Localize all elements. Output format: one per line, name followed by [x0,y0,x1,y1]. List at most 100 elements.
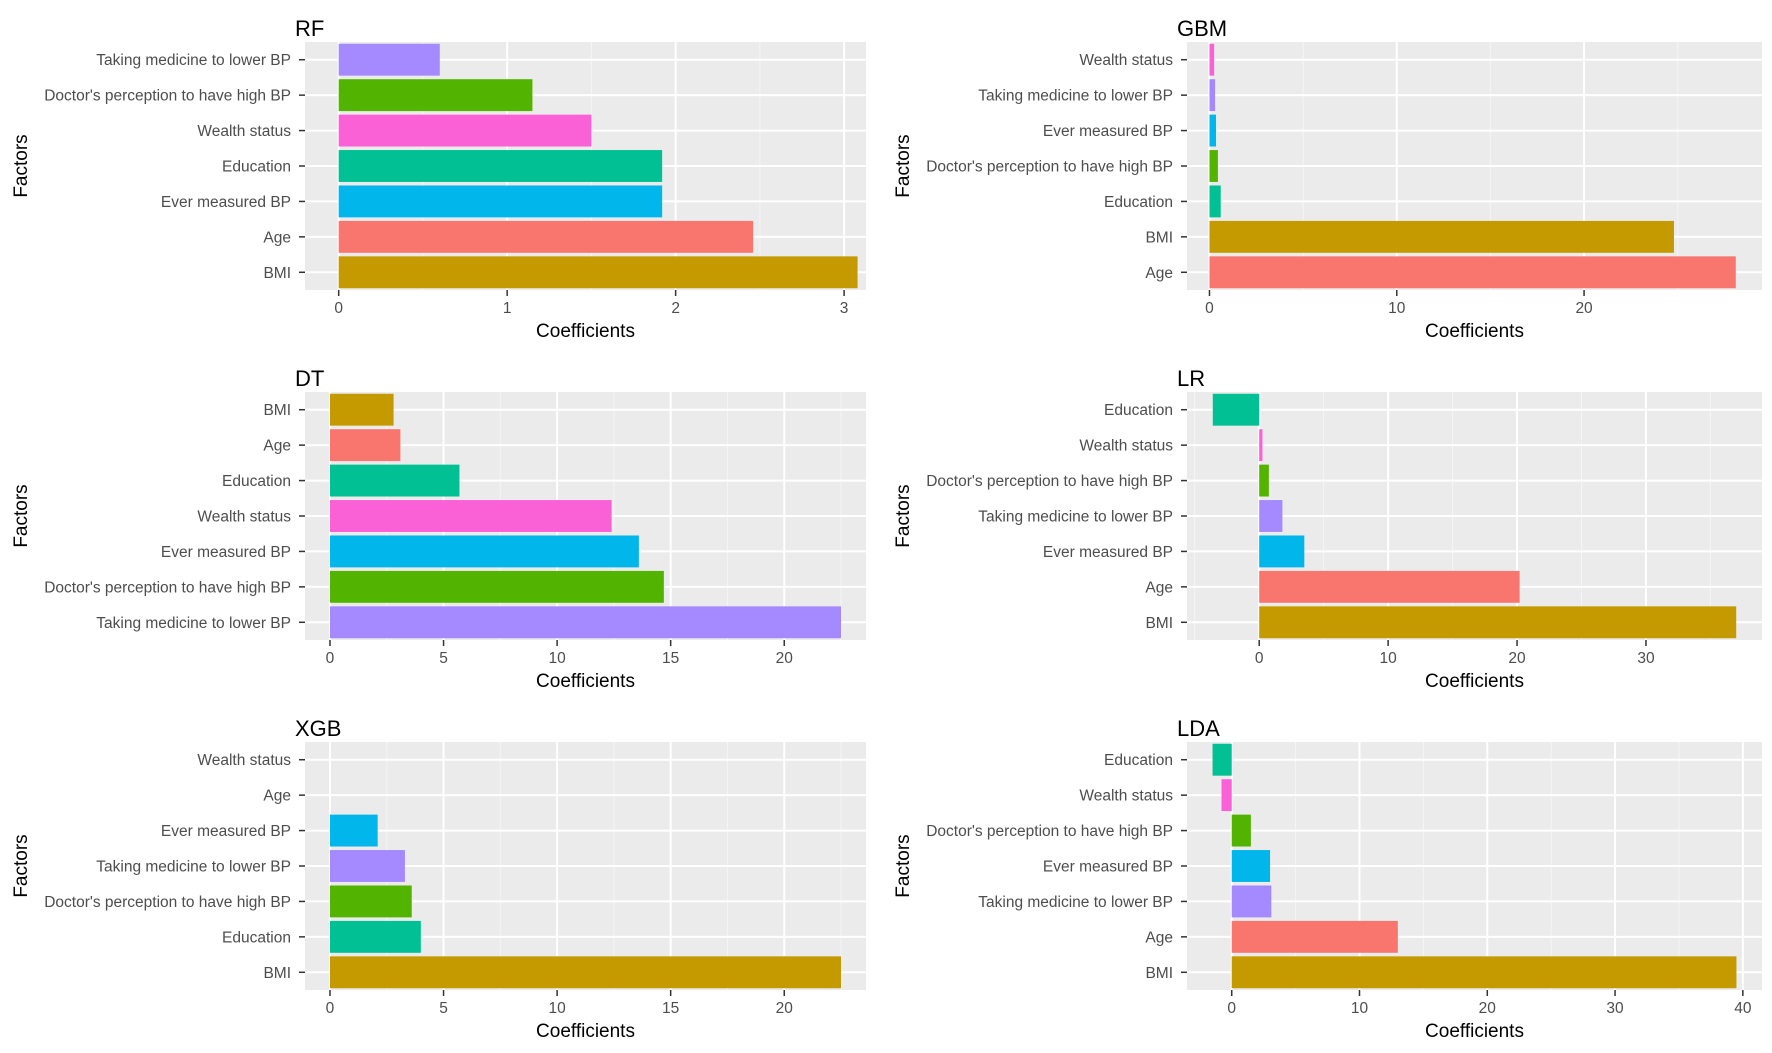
bar-ever-measured-bp [338,185,663,218]
bar-wealth-status [1209,43,1215,76]
x-tick-label: 15 [662,650,679,667]
x-tick-label: 20 [1479,1000,1497,1017]
panel-gbm: Wealth status Taking medicine to lower BP… [893,16,1762,342]
category-label: Doctor's perception to have high BP [44,88,291,105]
bar-education [338,150,663,182]
bar-taking-medicine-to-lower-bp [329,850,405,882]
category-label: Age [1145,579,1173,596]
panel-lda: Education Wealth status Doctor's perceptio… [893,716,1762,1042]
bar-age [338,220,754,253]
x-axis-label: Coefficients [1425,321,1524,342]
bar-taking-medicine-to-lower-bp [1259,500,1283,532]
category-label: Wealth status [197,123,291,140]
panel-lr: Education Wealth status Doctor's perceptio… [893,366,1762,692]
bar-education [1209,185,1221,218]
category-label: Ever measured BP [1043,123,1173,140]
x-tick-label: 10 [1388,300,1406,317]
x-axis-label: Coefficients [1425,1021,1524,1042]
category-label: Doctor's perception to have high BP [926,473,1173,490]
bar-wealth-status [338,114,592,147]
y-axis-label: Factors [11,484,32,547]
x-tick-label: 15 [662,1000,679,1017]
bar-education [329,920,421,953]
bar-ever-measured-bp [1209,114,1217,147]
category-label: Wealth status [197,752,291,769]
category-label: Education [222,929,291,946]
x-tick-label: 20 [1508,650,1526,667]
bar-taking-medicine-to-lower-bp [1231,885,1272,918]
category-label: Ever measured BP [161,823,291,840]
category-label: Doctor's perception to have high BP [44,894,291,911]
x-tick-label: 40 [1734,1000,1752,1017]
bar-doctor-s-perception-to-have-high-bp [329,885,412,918]
bar-bmi [329,393,394,426]
bar-taking-medicine-to-lower-bp [338,43,440,76]
x-tick-label: 10 [1379,650,1397,667]
category-label: Ever measured BP [1043,859,1173,876]
bar-taking-medicine-to-lower-bp [1209,79,1216,112]
category-label: Education [222,473,291,490]
category-label: Taking medicine to lower BP [96,859,291,876]
bar-taking-medicine-to-lower-bp [329,606,842,639]
x-axis-label: Coefficients [536,321,635,342]
x-tick-label: 30 [1637,650,1655,667]
bar-education [1212,393,1260,426]
panel-title: RF [295,16,324,41]
category-label: Doctor's perception to have high BP [926,159,1173,176]
category-label: Ever measured BP [161,544,291,561]
panel-rf: Taking medicine to lower BP Doctor's perc… [11,16,866,342]
y-axis-label: Factors [893,134,914,197]
x-tick-label: 20 [776,650,794,667]
bar-doctor-s-perception-to-have-high-bp [1231,814,1251,847]
bar-bmi [1209,220,1674,253]
category-label: Taking medicine to lower BP [96,52,291,69]
bar-ever-measured-bp [1231,850,1271,882]
category-label: Doctor's perception to have high BP [926,823,1173,840]
x-tick-label: 30 [1606,1000,1624,1017]
category-label: BMI [263,402,291,419]
bar-doctor-s-perception-to-have-high-bp [1259,464,1269,497]
panel-title: DT [295,366,324,391]
x-tick-label: 0 [1205,300,1214,317]
bar-doctor-s-perception-to-have-high-bp [329,570,664,603]
category-label: Age [263,438,291,455]
x-tick-label: 0 [1255,650,1264,667]
panel-xgb: Wealth status Age Ever measured BP Taking m… [11,716,866,1042]
category-label: Education [1104,752,1173,769]
bar-ever-measured-bp [329,535,639,568]
x-tick-label: 0 [326,1000,335,1017]
panel-title: XGB [295,716,341,741]
y-axis-label: Factors [893,834,914,897]
category-label: Age [1145,265,1173,282]
bar-bmi [1231,956,1737,989]
category-label: Age [1145,929,1173,946]
x-tick-label: 1 [503,300,512,317]
category-label: BMI [263,965,291,982]
bar-bmi [329,956,842,989]
bar-age [329,429,401,462]
bar-age [1231,920,1398,953]
x-tick-label: 0 [326,650,335,667]
category-label: Taking medicine to lower BP [978,894,1173,911]
category-label: Age [263,229,291,246]
bar-age [1209,256,1736,289]
panel-title: LDA [1177,716,1220,741]
x-tick-label: 2 [671,300,680,317]
category-label: BMI [1145,229,1173,246]
category-label: Education [1104,194,1173,211]
x-axis-label: Coefficients [1425,671,1524,692]
category-label: Wealth status [1079,52,1173,69]
category-label: Wealth status [1079,788,1173,805]
bar-wealth-status [1221,779,1232,812]
y-axis-label: Factors [893,484,914,547]
bar-bmi [1259,606,1737,639]
x-tick-label: 5 [439,1000,448,1017]
bar-wealth-status [329,500,612,532]
bar-doctor-s-perception-to-have-high-bp [338,79,533,112]
category-label: Ever measured BP [161,194,291,211]
panel-title: GBM [1177,16,1227,41]
x-tick-label: 10 [548,650,566,667]
bar-doctor-s-perception-to-have-high-bp [1209,150,1218,182]
y-axis-label: Factors [11,834,32,897]
x-tick-label: 5 [439,650,448,667]
